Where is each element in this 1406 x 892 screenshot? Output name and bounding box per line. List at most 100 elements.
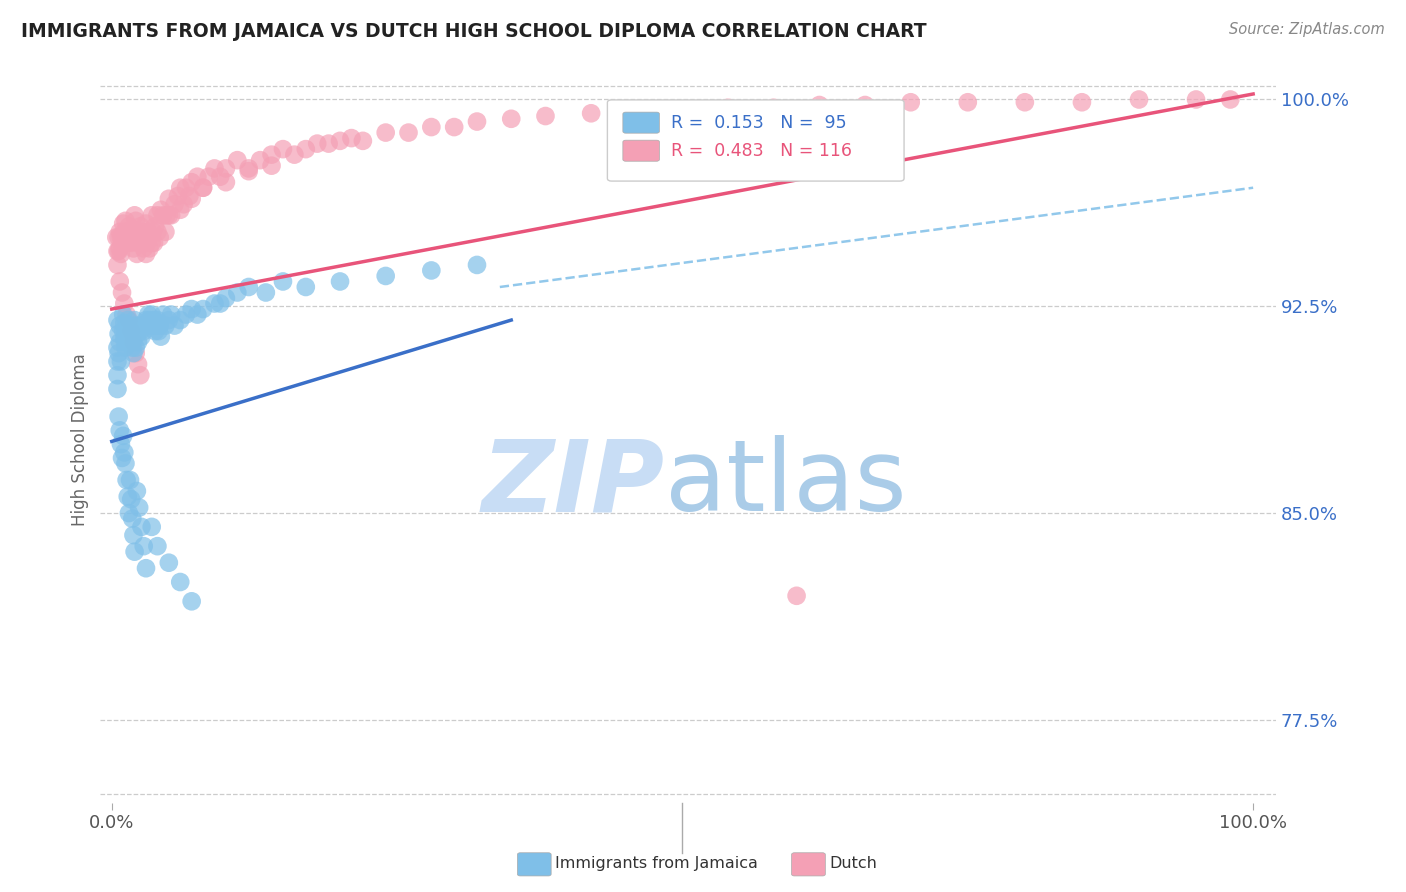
Point [107,326,129,341]
Point [209,296,232,310]
Point [131,520,153,534]
Point [149,318,172,333]
Point [374,126,396,140]
Point [238,161,260,176]
Point [283,147,305,161]
Point [111,285,134,300]
Point [129,219,152,234]
Point [118,230,141,244]
Point [307,136,329,151]
Point [145,318,167,333]
Point [1128,93,1150,107]
Point [108,335,131,350]
Point [121,341,143,355]
Point [105,230,128,244]
Point [160,308,183,322]
Point [853,98,876,112]
Point [122,528,145,542]
Point [112,296,135,310]
Point [108,275,131,289]
Point [112,308,135,322]
Point [173,197,195,211]
Point [118,506,141,520]
Point [129,324,152,338]
Point [352,134,374,148]
Point [107,354,129,368]
Point [125,318,148,333]
Point [900,95,922,110]
Point [107,368,129,383]
Point [127,225,149,239]
Y-axis label: High School Diploma: High School Diploma [72,353,89,526]
Point [142,225,165,239]
Point [112,429,135,443]
Point [110,437,132,451]
Point [142,318,165,333]
Point [786,589,808,603]
Point [110,230,132,244]
Point [443,120,465,134]
Point [169,180,191,194]
Point [112,324,135,338]
Point [157,192,180,206]
Point [186,169,208,184]
Point [141,520,163,534]
Point [125,483,148,498]
Point [131,318,153,333]
Point [128,318,150,333]
Point [179,189,201,203]
Point [135,247,157,261]
Point [152,308,174,322]
Point [125,346,148,360]
Point [136,235,159,250]
Point [294,142,316,156]
Point [1219,93,1241,107]
Point [112,316,135,330]
Point [174,308,197,322]
Point [420,263,443,277]
Point [107,341,129,355]
Point [120,235,142,250]
Point [118,473,141,487]
Point [115,225,138,239]
Point [148,324,170,338]
Point [120,324,142,338]
Point [215,175,238,189]
Point [146,313,169,327]
Point [329,134,352,148]
Point [112,217,135,231]
Point [762,101,785,115]
Point [125,230,148,244]
Point [125,341,148,355]
Point [260,159,283,173]
Point [136,225,159,239]
Point [1071,95,1094,110]
Point [108,318,131,333]
Point [157,556,180,570]
Point [125,247,148,261]
Point [141,208,163,222]
Point [143,324,166,338]
Point [186,308,208,322]
Point [141,308,163,322]
Point [108,423,131,437]
Point [128,500,150,515]
Point [132,241,155,255]
Point [135,217,157,231]
Point [115,318,138,333]
Point [118,313,141,327]
Point [107,244,129,259]
Point [215,291,238,305]
Point [118,219,141,234]
Point [254,285,277,300]
Text: Immigrants from Jamaica: Immigrants from Jamaica [555,856,758,871]
Point [238,280,260,294]
Point [124,208,146,222]
Point [1014,95,1036,110]
Text: ZIP: ZIP [482,435,665,532]
Point [260,147,283,161]
Point [124,329,146,343]
Point [149,202,172,217]
Point [191,180,214,194]
Point [117,313,139,327]
